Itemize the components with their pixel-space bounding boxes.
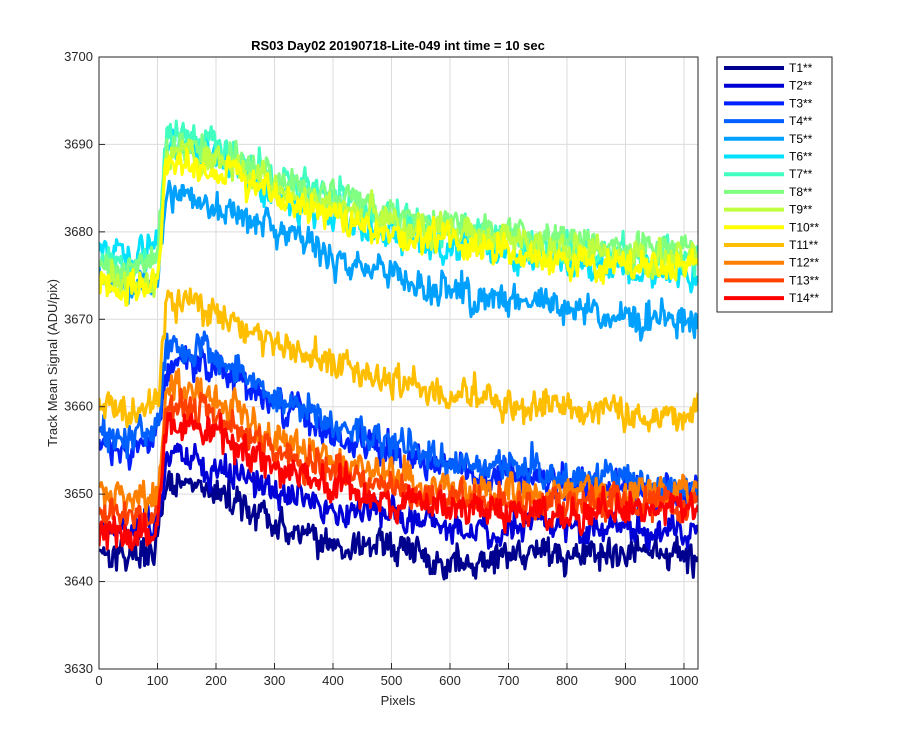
series-line	[99, 287, 698, 434]
series-line	[99, 470, 698, 581]
y-axis-label: Track Mean Signal (ADU/pix)	[45, 279, 60, 447]
x-tick-label: 100	[147, 673, 169, 688]
x-tick-label: 300	[264, 673, 286, 688]
plot-frame	[98, 56, 699, 670]
series-line	[99, 179, 698, 342]
x-tick-label: 400	[322, 673, 344, 688]
y-tick-label: 3700	[64, 49, 93, 64]
y-tick-label: 3660	[64, 399, 93, 414]
y-tick-label: 3640	[64, 574, 93, 589]
legend-box	[716, 56, 833, 313]
y-tick-label: 3680	[64, 224, 93, 239]
x-axis-label: Pixels	[381, 693, 416, 708]
x-tick-label: 800	[556, 673, 578, 688]
legend-label: T13**	[789, 273, 819, 287]
legend-label: T1**	[789, 61, 813, 75]
legend-label: T2**	[789, 79, 813, 93]
legend-label: T4**	[789, 114, 813, 128]
x-tick-label: 1000	[670, 673, 699, 688]
y-tick-label: 3690	[64, 136, 93, 151]
legend-label: T5**	[789, 132, 813, 146]
legend-label: T6**	[789, 150, 813, 164]
legend-label: T11**	[789, 238, 818, 252]
x-tick-label: 700	[498, 673, 520, 688]
chart-title: RS03 Day02 20190718-Lite-049 int time = …	[251, 38, 545, 53]
x-tick-label: 600	[439, 673, 461, 688]
x-tick-label: 500	[381, 673, 403, 688]
legend-label: T8**	[789, 185, 813, 199]
x-tick-label: 900	[615, 673, 637, 688]
y-tick-label: 3670	[64, 311, 93, 326]
legend-label: T14**	[789, 291, 819, 305]
x-tick-label: 200	[205, 673, 227, 688]
x-tick-label: 0	[95, 673, 102, 688]
legend-label: T9**	[789, 203, 813, 217]
series-line	[99, 147, 698, 307]
legend-label: T12**	[789, 256, 819, 270]
legend: T1** T2** T3** T4** T5** T6** T7** T8** T9** T10*…	[716, 56, 833, 313]
series-line	[99, 119, 698, 284]
y-tick-label: 3630	[64, 661, 93, 676]
legend-label: T7**	[789, 167, 813, 181]
series-line	[99, 330, 698, 505]
axis-ticks: 0 100 200 300 400 500 600 700 800 900 1000 3630 3640…	[64, 49, 698, 688]
y-tick-label: 3650	[64, 486, 93, 501]
series-line	[99, 411, 698, 552]
series-lines	[99, 119, 698, 581]
legend-label: T3**	[789, 96, 813, 110]
legend-label: T10**	[789, 220, 819, 234]
